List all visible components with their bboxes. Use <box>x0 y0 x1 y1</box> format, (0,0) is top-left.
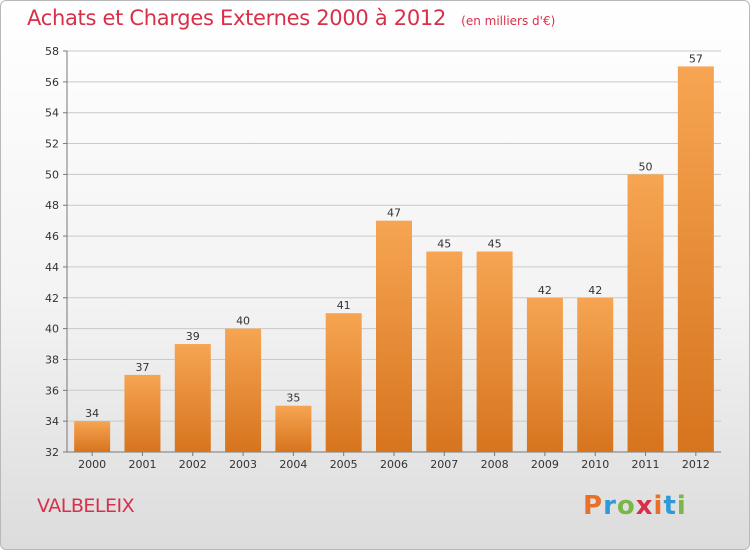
logo-letter: P <box>583 491 604 521</box>
data-label: 45 <box>488 238 502 251</box>
x-tick-label: 2004 <box>279 458 307 471</box>
y-tick-label: 58 <box>45 45 59 58</box>
bar <box>526 297 563 452</box>
data-label: 39 <box>186 330 200 343</box>
title-row: Achats et Charges Externes 2000 à 2012 (… <box>27 6 555 30</box>
bar <box>174 344 211 452</box>
logo-letter: o <box>616 491 636 521</box>
x-tick-label: 2012 <box>682 458 710 471</box>
x-tick-label: 2002 <box>179 458 207 471</box>
data-label: 34 <box>85 407 99 420</box>
bar <box>426 251 463 452</box>
y-tick-label: 56 <box>45 76 59 89</box>
y-tick-label: 32 <box>45 446 59 459</box>
logo-letter: t <box>663 491 677 521</box>
bar <box>325 313 362 452</box>
chart-unit: (en milliers d'€) <box>461 14 556 28</box>
y-tick-label: 34 <box>45 415 59 428</box>
y-tick-label: 46 <box>45 230 59 243</box>
data-label: 42 <box>588 284 602 297</box>
x-tick-label: 2009 <box>531 458 559 471</box>
bar <box>124 374 161 452</box>
bar <box>577 297 614 452</box>
x-tick-label: 2010 <box>581 458 609 471</box>
x-tick-label: 2007 <box>430 458 458 471</box>
x-tick-label: 2003 <box>229 458 257 471</box>
data-label: 57 <box>689 52 703 65</box>
y-tick-label: 54 <box>45 107 59 120</box>
bar <box>275 405 312 452</box>
x-tick-label: 2001 <box>128 458 156 471</box>
bar <box>627 174 664 452</box>
y-tick-label: 38 <box>45 353 59 366</box>
y-tick-label: 42 <box>45 292 59 305</box>
y-tick-label: 40 <box>45 323 59 336</box>
x-tick-label: 2005 <box>330 458 358 471</box>
data-label: 47 <box>387 207 401 220</box>
logo-letter: i <box>676 491 687 521</box>
bar <box>476 251 513 452</box>
data-label: 37 <box>135 361 149 374</box>
bar <box>225 328 262 452</box>
bar <box>74 421 111 452</box>
logo-letter: x <box>635 491 654 521</box>
y-tick-label: 48 <box>45 199 59 212</box>
data-label: 41 <box>337 299 351 312</box>
bars <box>74 66 714 452</box>
data-label: 50 <box>639 160 653 173</box>
logo-letter: r <box>603 491 617 521</box>
y-tick-label: 36 <box>45 384 59 397</box>
data-label: 35 <box>286 392 300 405</box>
data-label: 40 <box>236 315 250 328</box>
data-label: 45 <box>437 238 451 251</box>
chart-title: Achats et Charges Externes 2000 à 2012 <box>27 6 447 30</box>
data-label: 42 <box>538 284 552 297</box>
bar <box>376 220 412 452</box>
bar <box>677 66 714 452</box>
y-tick-label: 44 <box>45 261 59 274</box>
x-tick-label: 2000 <box>78 458 106 471</box>
labels: 32 34 36 38 40 42 44 46 48 50 52 54 56 58 2000 34 2001 37… <box>45 45 710 471</box>
x-tick-label: 2011 <box>632 458 660 471</box>
proxiti-logo[interactable]: Proxiti <box>583 491 687 521</box>
y-tick-label: 50 <box>45 168 59 181</box>
x-tick-label: 2008 <box>481 458 509 471</box>
place-name: VALBELEIX <box>37 495 135 517</box>
x-tick-label: 2006 <box>380 458 408 471</box>
y-tick-label: 52 <box>45 138 59 151</box>
logo-letter: i <box>653 491 664 521</box>
